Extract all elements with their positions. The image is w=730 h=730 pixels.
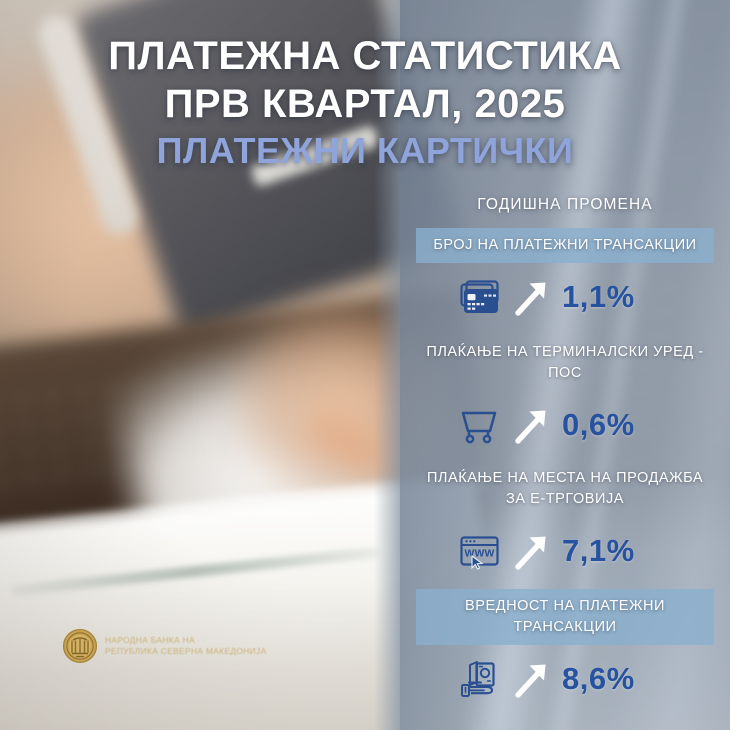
stat-label: ВРЕДНОСТ НА ПЛАТЕЖНИ ТРАНСАКЦИИ	[416, 589, 714, 646]
stat-row: 8,6%	[408, 645, 722, 709]
stat-label: ПЛАЌАЊЕ НА ТЕРМИНАЛСКИ УРЕД - ПОС	[426, 344, 704, 382]
stat-block-ecommerce-payments: ПЛАЌАЊЕ НА МЕСТА НА ПРОДАЖБА ЗА Е-ТРГОВИ…	[408, 461, 722, 581]
stat-label: ПЛАЌАЊЕ НА МЕСТА НА ПРОДАЖБА ЗА Е-ТРГОВИ…	[426, 470, 704, 508]
stat-block-value-of-transactions: ВРЕДНОСТ НА ПЛАТЕЖНИ ТРАНСАКЦИИ	[408, 589, 722, 709]
logo-text-line-2: РЕПУБЛИКА СЕВЕРНА МАКЕДОНИЈА	[105, 646, 267, 656]
national-bank-seal-icon	[62, 628, 98, 664]
national-bank-logo-text: НАРОДНА БАНКА НА РЕПУБЛИКА СЕВЕРНА МАКЕД…	[105, 635, 267, 658]
stat-label: БРОЈ НА ПЛАТЕЖНИ ТРАНСАКЦИИ	[416, 228, 714, 264]
panel-edge-blend	[374, 0, 400, 730]
title-line-3-subject: ПЛАТЕЖНИ КАРТИЧКИ	[156, 130, 574, 171]
logo-text-line-1: НАРОДНА БАНКА НА	[105, 634, 195, 645]
statistics-column: ГОДИШНА ПРОМЕНА БРОЈ НА ПЛАТЕЖНИ ТРАНСАК…	[400, 196, 730, 716]
stat-value: 8,6%	[562, 661, 635, 697]
stat-row: 0,6%	[408, 391, 722, 455]
stat-block-number-of-transactions: БРОЈ НА ПЛАТЕЖНИ ТРАНСАКЦИИ	[408, 228, 722, 327]
stat-value: 0,6%	[562, 407, 635, 443]
title-line-1: ПЛАТЕЖНА СТАТИСТИКА	[108, 34, 622, 78]
arrow-up-right-icon	[510, 527, 554, 575]
arrow-up-right-icon	[510, 273, 554, 321]
national-bank-logo: НАРОДНА БАНКА НА РЕПУБЛИКА СЕВЕРНА МАКЕД…	[62, 628, 267, 664]
stat-block-pos-terminal-payments: ПЛАЌАЊЕ НА ТЕРМИНАЛСКИ УРЕД - ПОС	[408, 335, 722, 455]
payment-cards-icon	[454, 273, 506, 321]
stat-row: WWW 7,1%	[408, 517, 722, 581]
poster-title: ПЛАТЕЖНА СТАТИСТИКА ПРВ КВАРТАЛ, 2025 ПЛ…	[0, 36, 730, 169]
svg-text:WWW: WWW	[464, 549, 494, 560]
stat-value: 1,1%	[562, 279, 635, 315]
shopping-cart-icon	[454, 401, 506, 449]
section-heading-annual-change: ГОДИШНА ПРОМЕНА	[477, 196, 653, 213]
stat-row: 1,1%	[408, 263, 722, 327]
stat-value: 7,1%	[562, 533, 635, 569]
hand-holding-money-icon	[454, 655, 506, 703]
title-line-2: ПРВ КВАРТАЛ, 2025	[164, 82, 566, 126]
arrow-up-right-icon	[510, 401, 554, 449]
www-browser-icon: WWW	[454, 527, 506, 575]
arrow-up-right-icon	[510, 655, 554, 703]
